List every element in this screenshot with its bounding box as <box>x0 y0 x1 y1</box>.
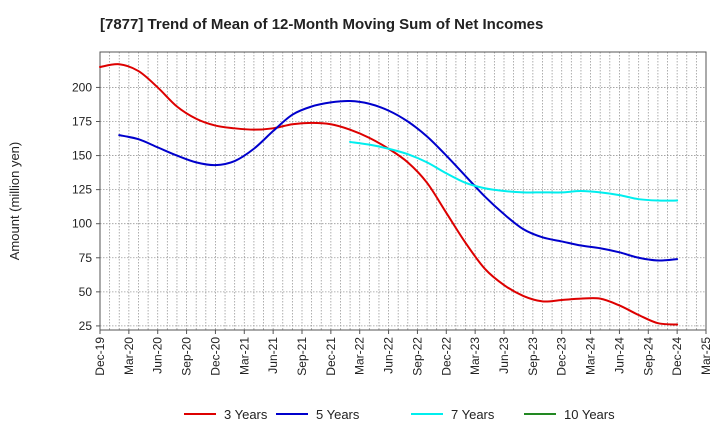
x-tick-label: Mar-25 <box>699 337 713 375</box>
x-tick-label: Sep-20 <box>180 337 194 376</box>
x-tick-label: Mar-22 <box>353 337 367 375</box>
x-tick-label: Dec-24 <box>670 337 684 376</box>
x-tick-label: Sep-23 <box>526 337 540 376</box>
legend-label-10-years: 10 Years <box>564 407 615 422</box>
x-tick-label: Sep-24 <box>641 337 655 376</box>
x-tick-label: Jun-21 <box>266 337 280 374</box>
plot-area-frame <box>99 51 707 331</box>
y-tick-label: 75 <box>79 251 93 265</box>
x-axis: Dec-19 Mar-20 Jun-20 Sep-20 Dec-20 Mar-21 Jun-… <box>93 330 713 376</box>
y-axis-label: Amount (million yen) <box>7 142 22 261</box>
legend: 3 Years 5 Years 7 Years 10 Years <box>184 407 615 422</box>
x-tick-label: Jun-24 <box>612 337 626 374</box>
legend-label-7-years: 7 Years <box>451 407 495 422</box>
x-tick-label: Dec-23 <box>555 337 569 376</box>
x-tick-label: Jun-23 <box>497 337 511 374</box>
y-tick-label: 175 <box>72 115 92 129</box>
series-line-5-years <box>118 100 679 262</box>
legend-label-3-years: 3 Years <box>224 407 268 422</box>
x-tick-label: Jun-22 <box>382 337 396 374</box>
x-tick-label: Mar-23 <box>468 337 482 375</box>
chart-title: [7877] Trend of Mean of 12-Month Moving … <box>100 16 543 33</box>
y-tick-label: 150 <box>72 149 92 163</box>
x-tick-label: Dec-19 <box>93 337 107 376</box>
y-tick-label: 125 <box>72 183 92 197</box>
grid-layer <box>100 52 706 330</box>
x-tick-label: Dec-21 <box>324 337 338 376</box>
x-tick-label: Sep-22 <box>410 337 424 376</box>
y-tick-label: 200 <box>72 80 92 94</box>
y-tick-label: 25 <box>79 319 93 333</box>
x-tick-label: Dec-20 <box>208 337 222 376</box>
legend-label-5-years: 5 Years <box>316 407 360 422</box>
series-layer <box>99 63 679 326</box>
y-tick-label: 100 <box>72 217 92 231</box>
y-tick-label: 50 <box>79 285 93 299</box>
y-axis: 25 50 75 100 125 150 175 200 <box>72 80 100 333</box>
x-tick-label: Mar-21 <box>237 337 251 375</box>
x-tick-label: Sep-21 <box>295 337 309 376</box>
x-tick-label: Jun-20 <box>151 337 165 374</box>
series-line-7-years <box>349 140 679 202</box>
x-tick-label: Mar-24 <box>584 337 598 375</box>
x-tick-label: Mar-20 <box>122 337 136 375</box>
x-tick-label: Dec-22 <box>439 337 453 376</box>
